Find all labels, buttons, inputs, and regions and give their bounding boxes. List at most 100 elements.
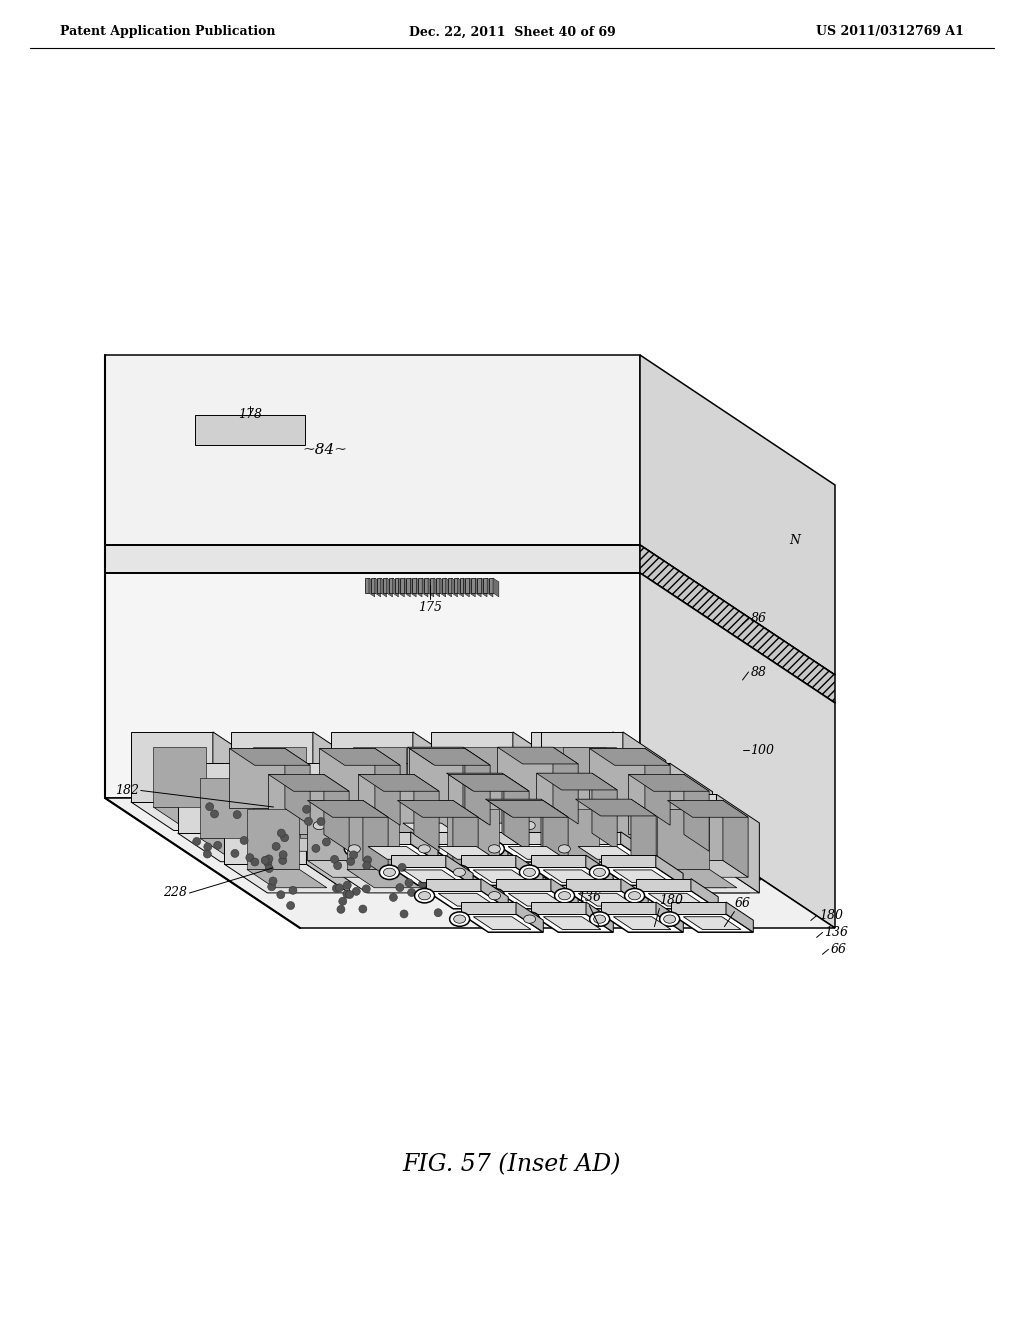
Polygon shape — [566, 879, 621, 891]
Polygon shape — [600, 838, 680, 857]
Polygon shape — [445, 808, 473, 838]
Polygon shape — [397, 800, 453, 861]
Polygon shape — [321, 808, 376, 821]
Polygon shape — [431, 801, 556, 830]
Circle shape — [251, 858, 259, 866]
Polygon shape — [105, 545, 640, 573]
Polygon shape — [508, 846, 565, 859]
Circle shape — [231, 850, 239, 858]
Polygon shape — [426, 879, 481, 891]
Polygon shape — [668, 800, 749, 817]
Circle shape — [312, 845, 319, 853]
Polygon shape — [390, 808, 445, 821]
Circle shape — [349, 851, 357, 859]
Ellipse shape — [629, 891, 641, 900]
Polygon shape — [498, 807, 579, 824]
Text: 180: 180 — [659, 894, 683, 907]
Polygon shape — [446, 774, 502, 833]
Polygon shape — [530, 808, 586, 821]
Polygon shape — [195, 414, 305, 445]
Polygon shape — [376, 808, 402, 838]
Polygon shape — [563, 857, 669, 879]
Circle shape — [206, 803, 214, 810]
Polygon shape — [410, 748, 490, 766]
Circle shape — [404, 879, 413, 887]
Polygon shape — [496, 843, 578, 862]
Polygon shape — [615, 832, 722, 854]
Polygon shape — [213, 731, 256, 830]
Polygon shape — [347, 809, 399, 870]
Polygon shape — [398, 578, 404, 597]
Polygon shape — [530, 731, 612, 801]
Circle shape — [343, 890, 351, 898]
Polygon shape — [671, 913, 754, 932]
Polygon shape — [268, 775, 349, 791]
Circle shape — [347, 858, 354, 866]
Polygon shape — [391, 855, 445, 867]
Polygon shape — [493, 578, 499, 597]
Polygon shape — [256, 832, 361, 854]
Circle shape — [261, 857, 269, 865]
Ellipse shape — [484, 888, 505, 903]
Polygon shape — [446, 833, 527, 850]
Polygon shape — [319, 808, 400, 825]
Circle shape — [204, 843, 212, 851]
Polygon shape — [477, 833, 602, 862]
Polygon shape — [480, 832, 508, 862]
Polygon shape — [541, 801, 666, 830]
Polygon shape — [454, 807, 534, 825]
Circle shape — [317, 817, 325, 825]
Ellipse shape — [415, 842, 434, 857]
Ellipse shape — [519, 865, 540, 879]
Polygon shape — [383, 578, 387, 593]
Polygon shape — [426, 891, 508, 908]
Polygon shape — [670, 763, 713, 862]
Polygon shape — [307, 800, 362, 861]
Polygon shape — [425, 795, 507, 865]
Text: 136: 136 — [824, 925, 849, 939]
Circle shape — [280, 850, 287, 859]
Polygon shape — [177, 763, 260, 833]
Polygon shape — [485, 859, 566, 876]
Polygon shape — [400, 838, 480, 857]
Circle shape — [465, 909, 473, 917]
Polygon shape — [200, 838, 281, 857]
Circle shape — [289, 886, 297, 895]
Ellipse shape — [523, 869, 536, 876]
Polygon shape — [229, 748, 285, 808]
Ellipse shape — [450, 818, 469, 833]
Polygon shape — [707, 795, 750, 892]
Polygon shape — [657, 870, 737, 888]
Circle shape — [396, 883, 403, 891]
Polygon shape — [592, 774, 617, 850]
Polygon shape — [371, 578, 375, 593]
Polygon shape — [346, 832, 452, 854]
Polygon shape — [473, 857, 579, 879]
Circle shape — [265, 865, 273, 873]
Polygon shape — [400, 578, 404, 593]
Ellipse shape — [590, 912, 609, 927]
Text: 182: 182 — [115, 784, 138, 797]
Text: 175: 175 — [418, 601, 442, 614]
Polygon shape — [563, 807, 643, 825]
Circle shape — [389, 894, 397, 902]
Polygon shape — [268, 834, 349, 851]
Polygon shape — [410, 808, 490, 825]
Ellipse shape — [554, 842, 574, 857]
Polygon shape — [325, 795, 407, 865]
Polygon shape — [434, 830, 540, 853]
Polygon shape — [389, 578, 392, 593]
Polygon shape — [358, 775, 414, 834]
Polygon shape — [154, 807, 233, 825]
Polygon shape — [434, 578, 439, 597]
Polygon shape — [477, 578, 481, 593]
Polygon shape — [473, 916, 531, 929]
Polygon shape — [565, 843, 648, 862]
Polygon shape — [358, 775, 439, 791]
Circle shape — [269, 876, 278, 884]
Polygon shape — [543, 870, 601, 883]
Polygon shape — [577, 805, 683, 828]
Polygon shape — [473, 870, 530, 883]
Polygon shape — [547, 809, 599, 870]
Polygon shape — [424, 578, 428, 593]
